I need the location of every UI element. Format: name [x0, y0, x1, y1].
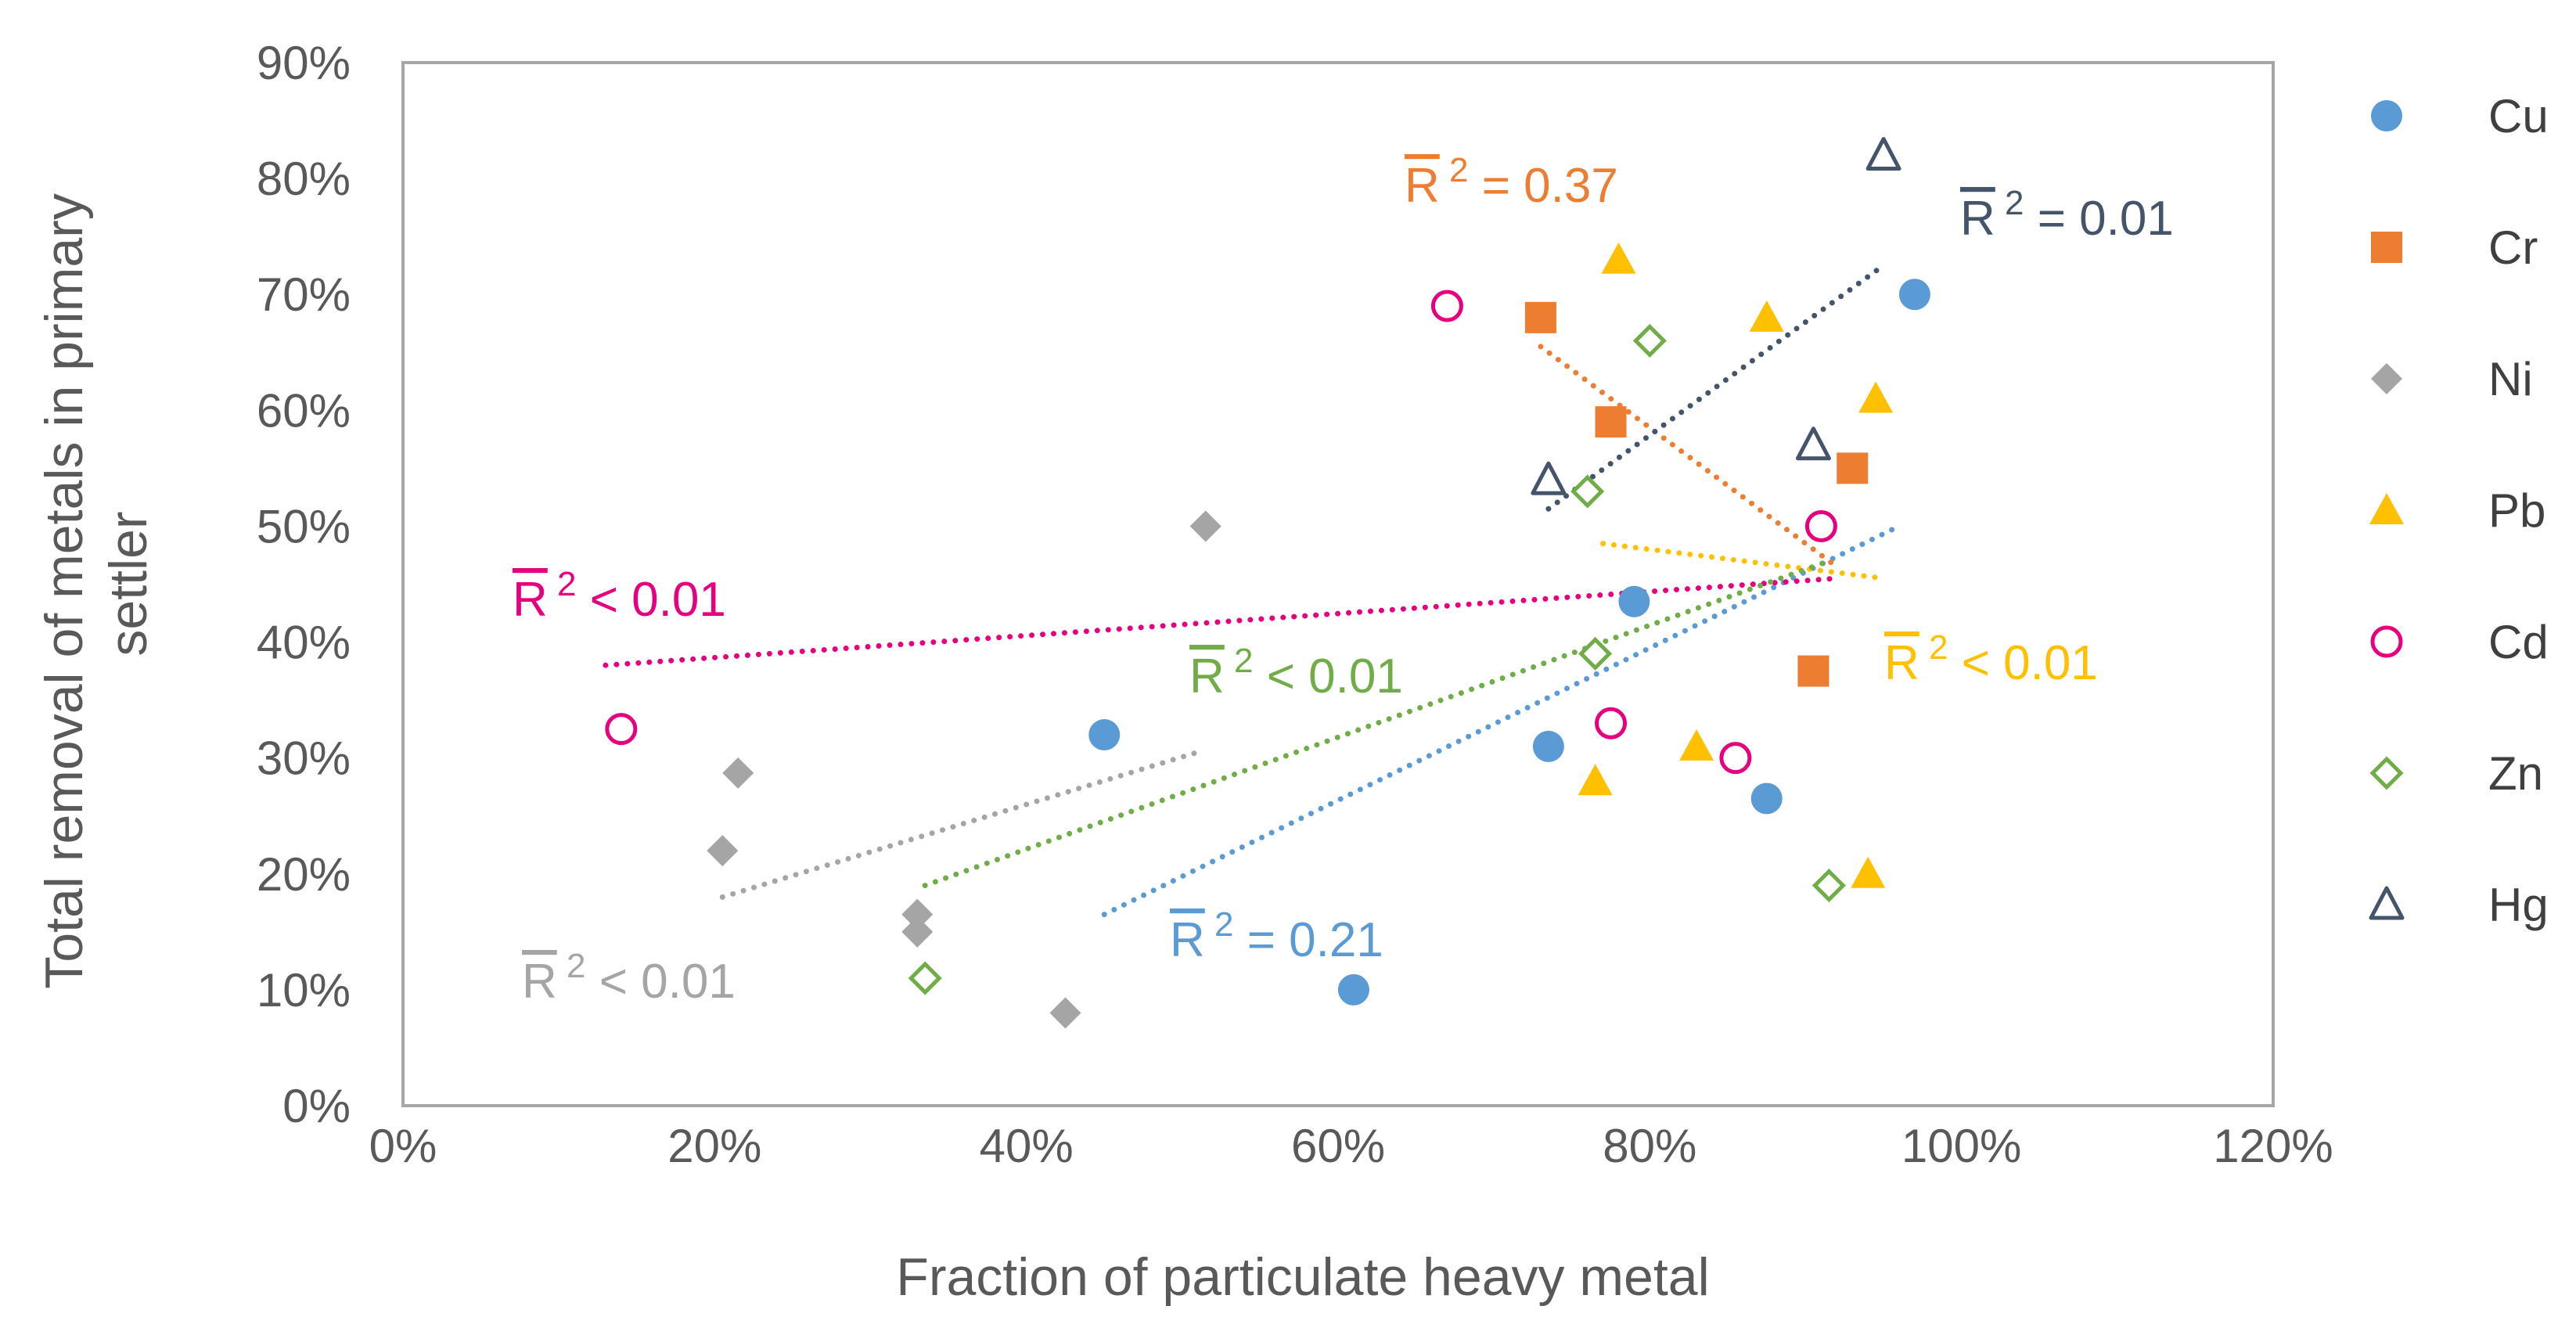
r2-label-cu: R 2 = 0.21 [1170, 905, 1383, 967]
x-tick-label: 20% [667, 1120, 761, 1172]
y-axis-ticks: 0% 10% 20% 30% 40% 50% 60% 70% 80% 90% [257, 37, 351, 1132]
y-tick-label: 20% [257, 848, 351, 901]
legend-marker-hg [2369, 886, 2405, 920]
legend-marker-ni [2371, 363, 2402, 394]
legend-marker-cd [2370, 625, 2403, 658]
data-point-cd [605, 713, 638, 746]
legend-label-hg: Hg [2488, 879, 2549, 931]
legend-marker-cu [2371, 100, 2402, 131]
legend-marker-cr [2371, 232, 2402, 263]
data-point-pb [1679, 729, 1714, 761]
r-squared-labels: R 2 = 0.21 R 2 = 0.37 R 2 < 0.01 R 2 < 0.01… [513, 151, 2174, 1009]
data-point-cr [1524, 301, 1556, 333]
x-tick-label: 0% [369, 1120, 437, 1172]
data-point-zn [908, 961, 942, 995]
y-tick-label: 10% [257, 964, 351, 1016]
r2-label-zn: R 2 < 0.01 [1189, 642, 1403, 703]
r2-label-cd: R 2 < 0.01 [513, 565, 726, 627]
data-point-cu [1088, 719, 1121, 751]
data-point-pb [1851, 856, 1886, 888]
data-point-cu [1532, 730, 1564, 762]
y-tick-label: 50% [257, 500, 351, 552]
y-axis-title-line-1: Total removal of metals in primary [34, 193, 94, 989]
data-point-pb [1578, 764, 1613, 796]
data-point-hg [1531, 461, 1567, 495]
y-tick-label: 60% [257, 384, 351, 437]
y-tick-label: 40% [257, 617, 351, 669]
x-tick-label: 40% [980, 1120, 1074, 1172]
data-point-cd [1804, 509, 1837, 542]
data-point-ni [1189, 510, 1221, 542]
legend-label-pb: Pb [2488, 484, 2545, 537]
data-point-pb [1749, 300, 1784, 332]
y-axis-title: Total removal of metals in primary settl… [34, 178, 158, 988]
data-point-cu [1750, 783, 1783, 815]
data-points [605, 136, 1930, 1029]
legend-label-zn: Zn [2488, 747, 2543, 800]
r2-label-pb: R 2 < 0.01 [1884, 628, 2098, 690]
y-tick-label: 70% [257, 268, 351, 321]
data-point-ni [707, 835, 739, 867]
data-point-cr [1837, 452, 1869, 484]
x-tick-label: 80% [1603, 1120, 1696, 1172]
data-point-hg [1865, 136, 1901, 171]
x-axis-title: Fraction of particulate heavy metal [896, 1247, 1709, 1307]
data-point-pb [1601, 242, 1636, 274]
r2-label-ni: R 2 < 0.01 [522, 947, 736, 1009]
y-tick-label: 30% [257, 732, 351, 785]
legend-label-cu: Cu [2488, 90, 2549, 142]
data-point-cd [1430, 290, 1463, 322]
x-tick-label: 60% [1291, 1120, 1385, 1172]
data-point-ni [722, 757, 754, 789]
x-axis-ticks: 0% 20% 40% 60% 80% 100% 120% [369, 1120, 2333, 1172]
data-point-hg [1795, 426, 1831, 461]
data-point-zn [1570, 474, 1605, 509]
legend: Cu Cr Ni Pb Cd Zn Hg [2369, 90, 2549, 931]
legend-label-cd: Cd [2488, 616, 2549, 668]
data-point-ni [901, 916, 934, 948]
data-point-cu [1337, 973, 1369, 1006]
r2-label-hg: R 2 = 0.01 [1960, 184, 2174, 246]
data-point-cd [1595, 707, 1628, 739]
trendline-zn [922, 558, 1832, 889]
y-tick-label: 0% [282, 1080, 351, 1132]
y-tick-label: 80% [257, 153, 351, 205]
y-tick-label: 90% [257, 37, 351, 89]
trendline-ni [719, 749, 1201, 900]
data-point-ni [901, 898, 934, 930]
data-point-cd [1719, 742, 1752, 775]
data-point-ni [1049, 997, 1081, 1029]
plot-area [401, 61, 2275, 1107]
data-point-zn [1811, 869, 1846, 903]
x-tick-label: 120% [2213, 1120, 2333, 1172]
legend-marker-pb [2369, 493, 2404, 524]
legend-marker-zn [2369, 756, 2404, 790]
trendline-hg [1545, 262, 1887, 512]
data-point-cr [1595, 406, 1627, 438]
legend-label-cr: Cr [2488, 221, 2538, 274]
legend-label-ni: Ni [2488, 353, 2533, 405]
trendline-cr [1538, 344, 1840, 570]
data-point-cu [1898, 279, 1930, 311]
data-point-cr [1797, 655, 1829, 687]
data-point-pb [1858, 381, 1894, 413]
y-axis-title-line-2: settler [99, 511, 158, 656]
trendline-pb [1600, 541, 1887, 581]
r2-label-cr: R 2 = 0.37 [1405, 151, 1618, 213]
data-point-zn [1632, 323, 1667, 358]
data-point-zn [1578, 636, 1613, 671]
data-point-cu [1618, 585, 1650, 617]
x-tick-label: 100% [1901, 1120, 2021, 1172]
